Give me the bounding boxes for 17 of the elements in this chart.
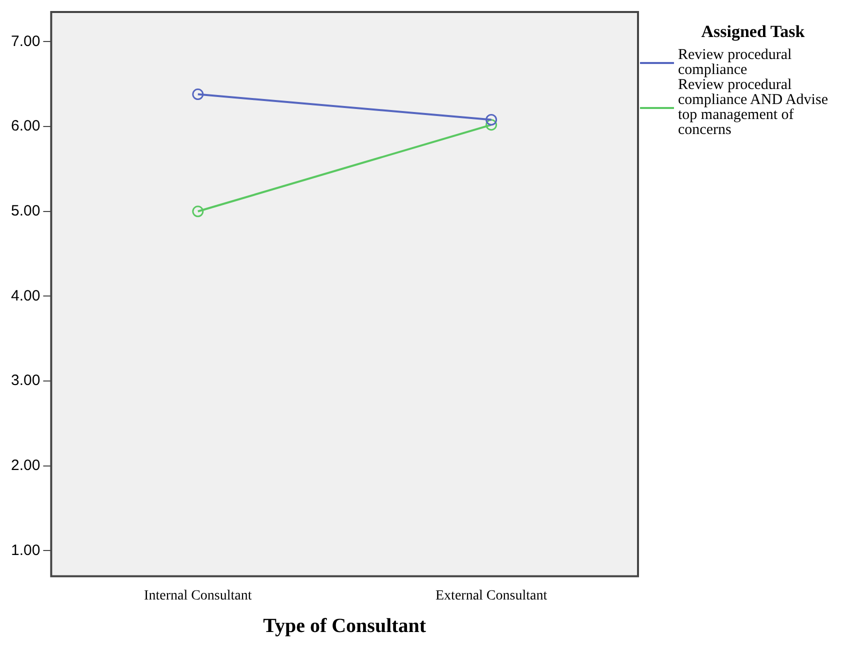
x-tick-label: Internal Consultant (144, 588, 252, 604)
y-tick-label: 5.00 (10, 202, 40, 220)
legend-label: Review procedural compliance (678, 47, 793, 78)
legend-label: Review procedural compliance AND Advise top management of concerns (678, 77, 829, 138)
point (486, 119, 498, 131)
y-tick-label: 3.00 (10, 372, 40, 390)
point (486, 114, 498, 126)
y-tick-label: 1.00 (10, 542, 40, 559)
y-tick-label: 4.00 (10, 287, 40, 304)
y-tick-label: 6.00 (10, 118, 40, 135)
point (192, 88, 204, 100)
legend-title: Assigned Task (700, 22, 806, 42)
x-tick-label: External Consultant (436, 588, 548, 604)
point (192, 206, 204, 218)
x-axis-title: Type of Consultant (263, 615, 426, 638)
y-tick-label: 2.00 (10, 457, 40, 474)
y-tick-label: 7.00 (10, 32, 40, 50)
